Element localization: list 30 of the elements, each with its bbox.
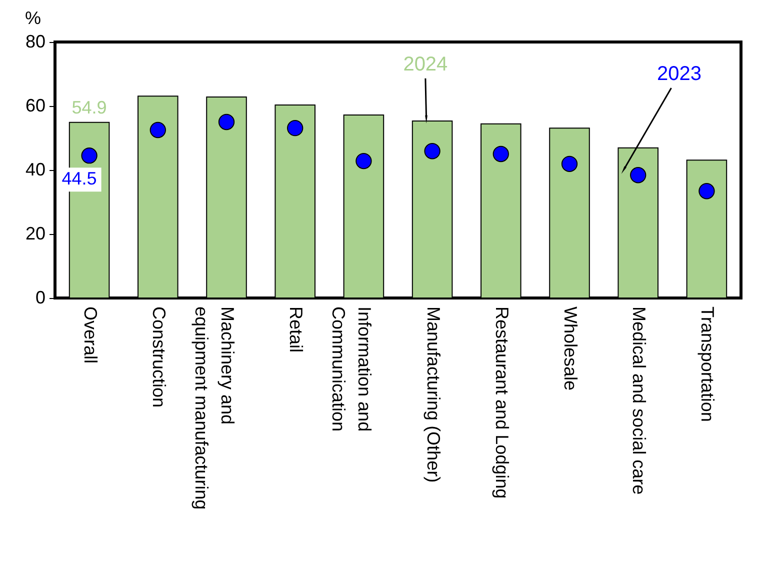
x-tick-label: Manufacturing (Other) <box>423 306 444 483</box>
x-tick-label: Construction <box>148 306 169 408</box>
y-tick-label: 40 <box>25 160 46 180</box>
data-label: 44.5 <box>62 168 97 189</box>
y-tick-label: 0 <box>35 288 46 308</box>
data-label: 54.9 <box>72 97 107 118</box>
x-tick-label: Overall <box>80 306 100 364</box>
point <box>630 167 646 184</box>
point <box>81 148 98 164</box>
point <box>698 183 715 200</box>
y-tick-label: 20 <box>25 224 46 244</box>
text: 2024 <box>403 53 448 76</box>
y-axis-title: % <box>25 8 42 28</box>
point <box>287 120 304 136</box>
point <box>561 156 578 172</box>
point <box>492 146 509 162</box>
x-tick-label: Transportation <box>698 306 718 422</box>
x-tick-label: Wholesale <box>560 306 580 391</box>
x-tick-label: Information and Communication <box>328 306 375 432</box>
point <box>150 122 166 138</box>
point <box>218 114 235 130</box>
point <box>356 152 372 170</box>
text: 2023 <box>657 63 702 85</box>
x-tick-label: Medical and social care <box>629 306 650 495</box>
y-tick-label: 60 <box>25 96 46 116</box>
y-tick-label: 80 <box>25 32 46 52</box>
point <box>424 143 440 160</box>
x-tick-label: Machinery and equipment manufacturing <box>192 306 238 510</box>
x-tick-label: Retail <box>286 306 306 353</box>
x-tick-label: Restaurant and Lodging <box>492 306 512 499</box>
